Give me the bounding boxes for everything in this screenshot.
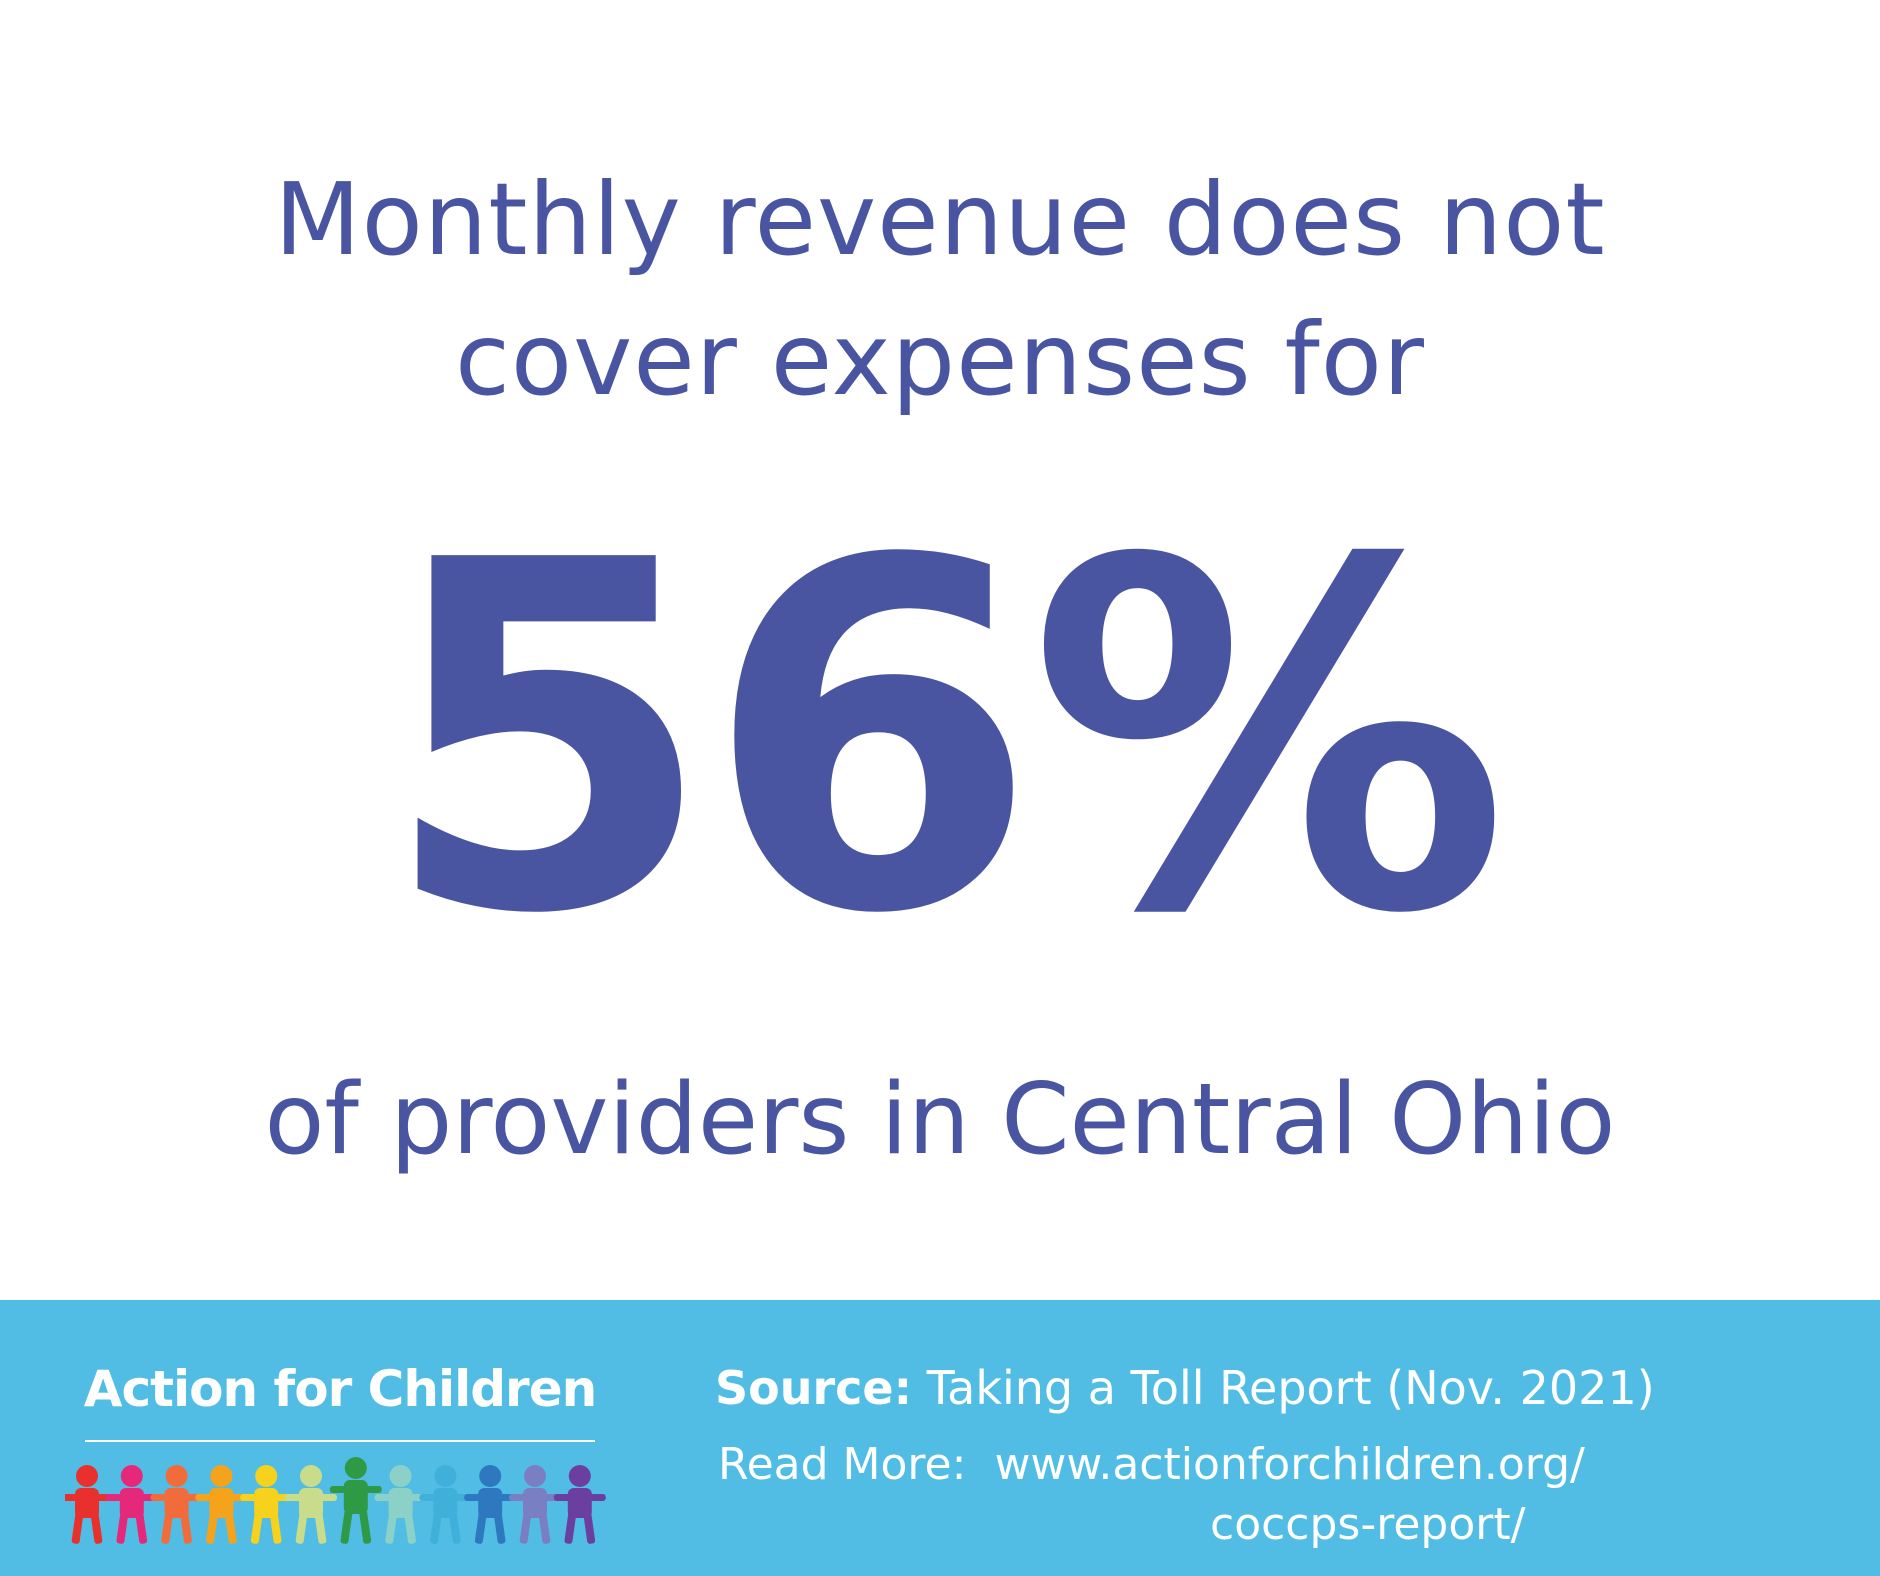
report-link-continued[interactable]: coccps-report/ [1210, 1499, 1526, 1550]
action-for-children-logo[interactable]: Action for Children [65, 1360, 625, 1560]
child-silhouette [285, 1465, 337, 1544]
children-silhouettes-icon [65, 1457, 606, 1544]
child-silhouette [240, 1465, 293, 1544]
source-label: Source: [715, 1361, 913, 1415]
child-silhouette [553, 1465, 606, 1544]
child-silhouette [329, 1457, 382, 1544]
source-text: Taking a Toll Report (Nov. 2021) [926, 1361, 1655, 1415]
child-silhouette [105, 1465, 158, 1544]
headline-line-2: cover expenses for [454, 301, 1426, 418]
child-silhouette [65, 1465, 113, 1544]
report-link[interactable]: www.actionforchildren.org/ [994, 1439, 1585, 1490]
source-line: Source: Taking a Toll Report (Nov. 2021) [715, 1358, 1855, 1418]
child-silhouette [195, 1465, 248, 1544]
child-silhouette [464, 1465, 517, 1544]
read-more-line: Read More: www.actionforchildren.org/ [718, 1435, 1858, 1495]
child-silhouette [419, 1465, 472, 1544]
subline: of providers in Central Ohio [264, 1063, 1616, 1177]
stat-value: 56% [380, 460, 1510, 1019]
logo-text: Action for Children [83, 1360, 597, 1418]
logo-divider [85, 1440, 595, 1442]
read-more-label: Read More: [718, 1439, 967, 1490]
child-silhouette [374, 1465, 427, 1544]
footer-bar: Action for Children Source: Taking a Tol… [0, 1300, 1880, 1576]
child-silhouette [150, 1465, 203, 1544]
headline: Monthly revenue does not cover expenses … [0, 150, 1880, 430]
headline-line-1: Monthly revenue does not [274, 161, 1606, 278]
child-silhouette [509, 1465, 561, 1544]
